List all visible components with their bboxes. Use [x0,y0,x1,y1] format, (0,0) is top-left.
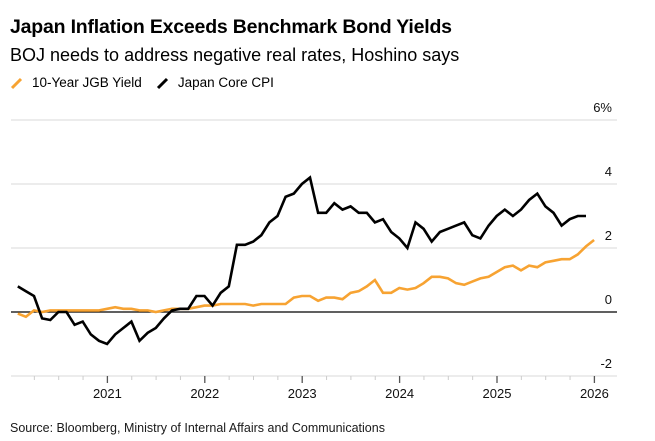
y-tick-label: 2 [605,228,612,243]
x-axis: 2021 2022 2023 2024 2025 2026 [33,376,609,401]
y-tick-label: 4 [605,164,612,179]
legend-item-jgb-yield: 10-Year JGB Yield [10,75,142,90]
y-axis: 6% 4 2 0 -2 [593,100,612,371]
legend-swatch-cpi-icon [156,77,168,89]
y-tick-label: 6% [593,100,612,115]
legend-label-cpi: Japan Core CPI [177,75,274,90]
x-tick-label: 2024 [385,386,414,401]
legend-item-core-cpi: Japan Core CPI [156,75,274,90]
x-tick-label: 2023 [288,386,317,401]
gridlines [11,119,617,377]
chart-title: Japan Inflation Exceeds Benchmark Bond Y… [10,16,452,38]
legend-swatch-jgb-icon [10,77,23,89]
legend-label-jgb: 10-Year JGB Yield [32,75,142,90]
source-note: Source: Bloomberg, Ministry of Internal … [10,421,385,435]
y-tick-label: 0 [605,292,612,307]
series-line-jgb-yield [17,238,595,319]
x-tick-label: 2025 [483,386,512,401]
series-line-core-cpi [17,175,586,346]
x-tick-label: 2022 [190,386,219,401]
y-tick-label: -2 [600,356,612,371]
chart-subtitle: BOJ needs to address negative real rates… [10,45,460,65]
legend: 10-Year JGB Yield Japan Core CPI [10,75,288,90]
x-tick-label: 2021 [93,386,122,401]
series-lines [17,175,595,346]
x-tick-label: 2026 [580,386,609,401]
